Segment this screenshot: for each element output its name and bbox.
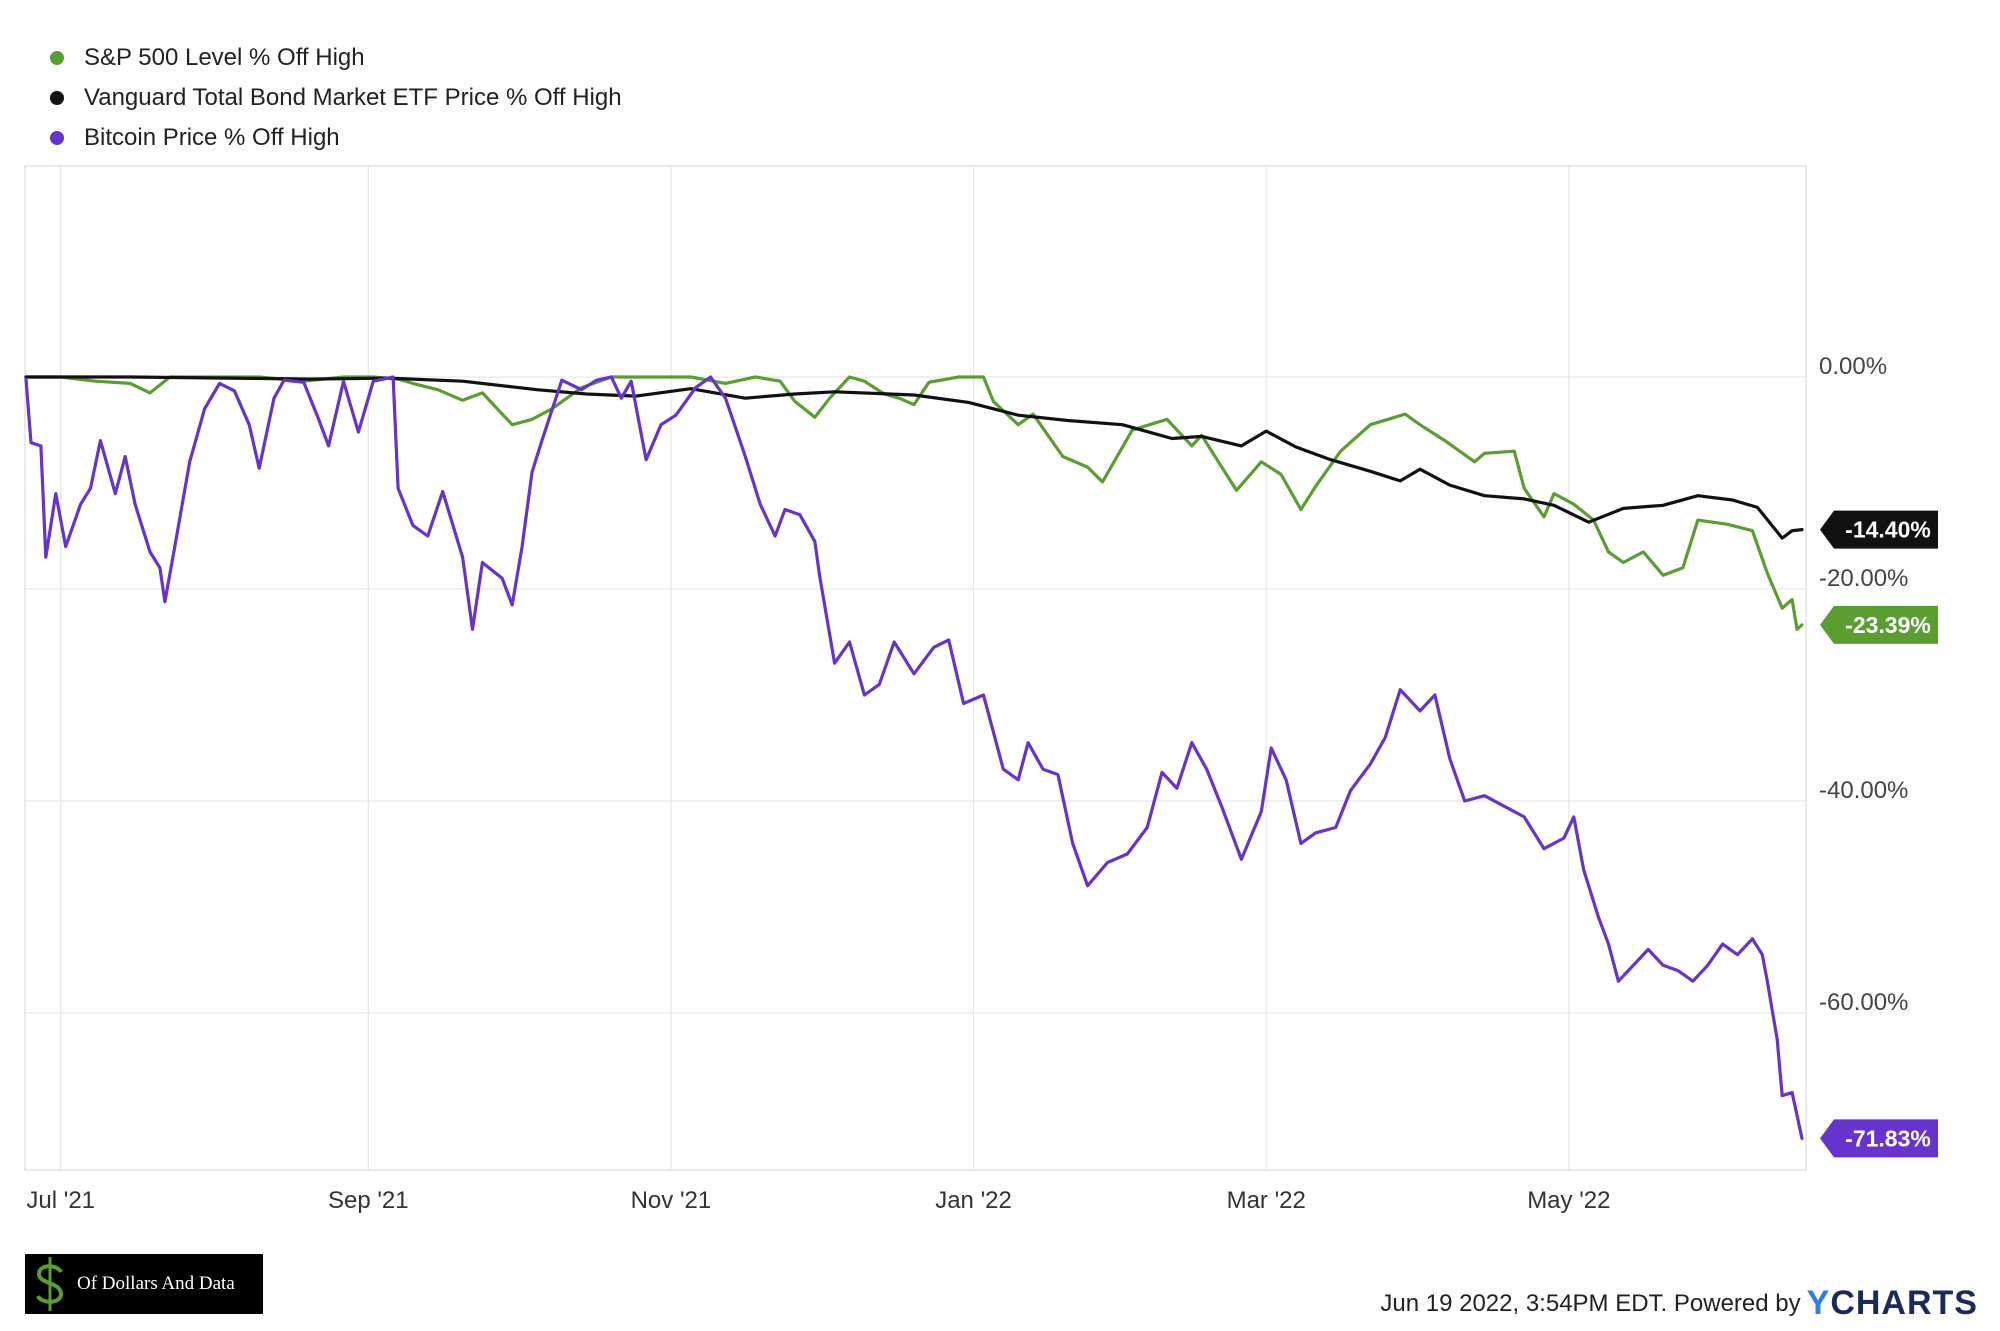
- legend-item-0[interactable]: S&P 500 Level % Off High: [50, 38, 622, 78]
- x-tick-label: Sep '21: [328, 1187, 409, 1214]
- x-tick-label: Nov '21: [631, 1187, 712, 1214]
- x-tick-label: Jul '21: [26, 1187, 95, 1214]
- of-dollars-and-data-logo: Of Dollars And Data: [25, 1254, 263, 1314]
- footer-powered-by: Powered by: [1673, 1289, 1801, 1317]
- legend-marker-icon: [50, 131, 64, 145]
- x-tick-label: Mar '22: [1227, 1187, 1306, 1214]
- end-value-tag-1: [1820, 510, 1938, 549]
- y-tick-label: -60.00%: [1819, 989, 1908, 1016]
- legend-item-2[interactable]: Bitcoin Price % Off High: [50, 118, 622, 158]
- logo-text: Of Dollars And Data: [77, 1273, 235, 1294]
- end-value-label-0: -23.39%: [1845, 612, 1931, 638]
- end-value-tag-0: [1820, 605, 1938, 644]
- chart-footer: Jun 19 2022, 3:54PM EDT. Powered by YCHA…: [1380, 1284, 1978, 1323]
- footer-timestamp: Jun 19 2022, 3:54PM EDT.: [1380, 1289, 1668, 1317]
- ycharts-brand-rest: CHARTS: [1830, 1284, 1978, 1322]
- x-tick-label: Jan '22: [935, 1187, 1012, 1214]
- x-tick-label: May '22: [1527, 1187, 1610, 1214]
- legend-label: Vanguard Total Bond Market ETF Price % O…: [84, 84, 622, 111]
- y-tick-label: -20.00%: [1819, 565, 1908, 592]
- legend-label: Bitcoin Price % Off High: [84, 124, 340, 151]
- y-tick-label: -40.00%: [1819, 777, 1908, 804]
- plot-area-border: [24, 165, 1807, 1171]
- ycharts-brand: YCHARTS: [1807, 1284, 1978, 1323]
- legend-marker-icon: [50, 91, 64, 105]
- end-value-label-1: -14.40%: [1845, 517, 1931, 543]
- chart-legend: S&P 500 Level % Off High Vanguard Total B…: [50, 38, 622, 158]
- series-line-1: [24, 375, 1804, 540]
- legend-marker-icon: [50, 51, 64, 65]
- y-tick-label: 0.00%: [1819, 353, 1887, 380]
- legend-item-1[interactable]: Vanguard Total Bond Market ETF Price % O…: [50, 78, 622, 118]
- legend-label: S&P 500 Level % Off High: [84, 44, 365, 71]
- series-line-0: [24, 375, 1804, 631]
- ycharts-brand-y: Y: [1806, 1284, 1831, 1322]
- end-value-label-2: -71.83%: [1845, 1125, 1931, 1151]
- series-line-2: [24, 375, 1804, 1140]
- dollar-sign-logo-icon: [36, 1257, 64, 1311]
- end-value-tag-2: [1820, 1119, 1938, 1158]
